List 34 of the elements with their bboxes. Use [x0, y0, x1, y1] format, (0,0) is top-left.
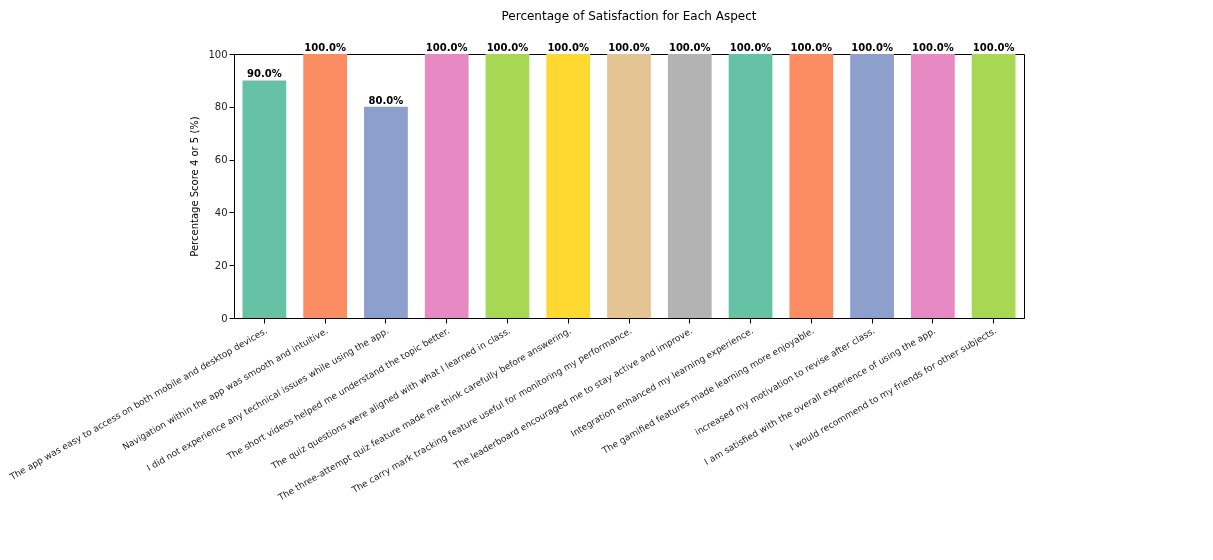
bar: [789, 54, 834, 318]
bar: [667, 54, 712, 318]
data-label: 90.0%: [247, 68, 282, 80]
bar: [485, 54, 530, 318]
bar: [910, 54, 955, 318]
data-label: 100.0%: [486, 42, 529, 53]
y-axis-title: Percentage Score 4 or 5 (%): [189, 116, 201, 257]
bar: [242, 80, 287, 318]
data-label: 100.0%: [790, 42, 833, 53]
y-tick-label: 100: [208, 48, 228, 60]
data-label: 100.0%: [425, 42, 468, 53]
y-tick-label: 60: [214, 154, 228, 166]
data-label: 100.0%: [304, 42, 346, 53]
bar: [424, 54, 469, 318]
bar: [850, 54, 894, 318]
bar: [303, 54, 348, 318]
y-tick-label: 0: [221, 312, 228, 324]
data-label: 100.0%: [668, 42, 711, 53]
bar: [364, 106, 408, 318]
y-tick-label: 40: [214, 206, 228, 218]
bar: [728, 54, 773, 318]
data-label: 80.0%: [368, 94, 404, 106]
chart-title: Percentage of Satisfaction for Each Aspect: [501, 9, 757, 23]
bar: [546, 54, 591, 318]
bar: [607, 54, 651, 318]
y-tick-label: 20: [214, 259, 228, 271]
data-label: 100.0%: [851, 42, 893, 53]
data-label: 100.0%: [912, 42, 954, 53]
y-tick-label: 80: [214, 101, 228, 113]
bar: [971, 54, 1016, 318]
data-label: 100.0%: [972, 42, 1015, 53]
data-label: 100.0%: [547, 42, 590, 53]
data-label: 100.0%: [608, 42, 650, 53]
data-label: 100.0%: [729, 42, 772, 53]
